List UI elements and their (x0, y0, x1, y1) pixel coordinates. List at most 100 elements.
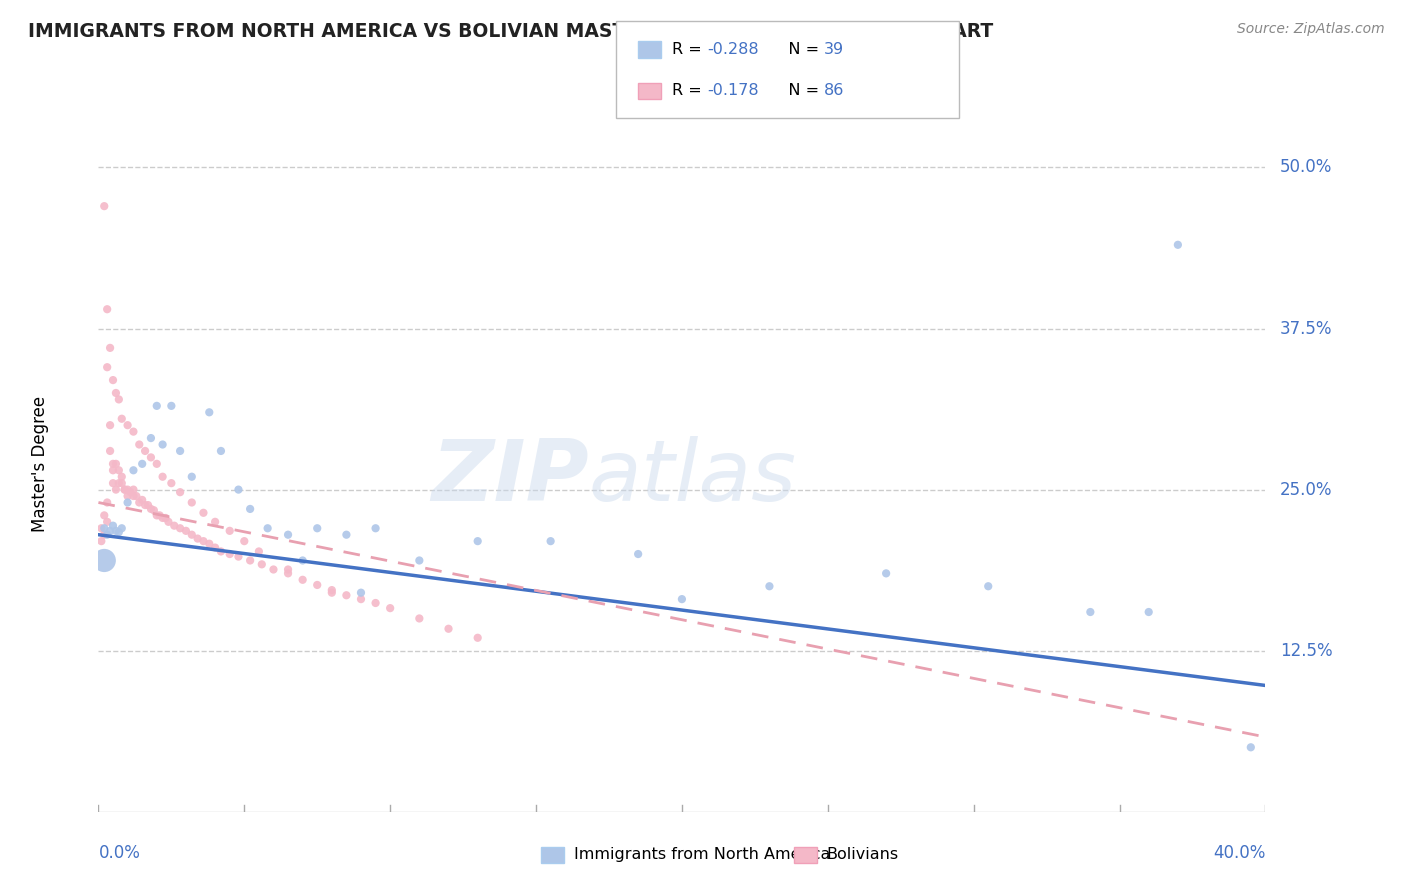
Point (291, 553, 314, 567)
Point (90, 521, 112, 535)
Point (1167, 237, 1189, 252)
Text: -0.288: -0.288 (707, 42, 759, 57)
Point (142, 503, 165, 517)
Point (134, 498, 156, 512)
Text: ZIP: ZIP (430, 436, 589, 519)
Text: N =: N = (773, 42, 824, 57)
Point (117, 495, 139, 509)
Point (307, 578, 329, 592)
Point (1080, 605, 1102, 619)
Point (98, 418, 121, 433)
Point (93, 199, 115, 213)
Text: Bolivians: Bolivians (827, 847, 898, 863)
Point (93, 527, 115, 541)
Point (193, 506, 215, 520)
Point (111, 469, 134, 483)
Point (93, 521, 115, 535)
Point (96, 515, 118, 529)
Point (291, 573, 314, 587)
Point (350, 585, 373, 599)
Text: Master's Degree: Master's Degree (31, 396, 49, 532)
Point (152, 469, 174, 483)
Point (467, 631, 489, 645)
Text: 86: 86 (824, 83, 844, 98)
Point (250, 558, 273, 572)
Point (108, 463, 131, 477)
Point (321, 583, 343, 598)
Point (408, 611, 430, 625)
Point (152, 437, 174, 451)
Point (204, 515, 226, 529)
Text: Immigrants from North America: Immigrants from North America (574, 847, 830, 863)
Point (104, 457, 127, 471)
Point (131, 457, 153, 471)
Point (149, 508, 172, 523)
Point (114, 483, 136, 497)
Point (277, 566, 299, 581)
Point (111, 476, 134, 491)
Text: R =: R = (672, 42, 707, 57)
Point (198, 405, 221, 419)
Point (228, 549, 250, 564)
Point (104, 524, 127, 538)
Text: atlas: atlas (589, 436, 797, 519)
Point (239, 553, 262, 567)
Point (180, 527, 202, 541)
Text: Source: ZipAtlas.com: Source: ZipAtlas.com (1237, 22, 1385, 37)
Point (139, 450, 162, 465)
Point (350, 592, 373, 607)
Point (101, 373, 124, 387)
Point (218, 524, 240, 538)
Point (136, 498, 159, 512)
Point (627, 547, 650, 561)
Point (128, 495, 150, 509)
Point (93, 508, 115, 523)
Point (146, 399, 169, 413)
Text: R =: R = (672, 83, 707, 98)
Point (977, 579, 1000, 593)
Point (209, 444, 232, 458)
Point (98, 444, 121, 458)
Point (122, 463, 145, 477)
Point (104, 386, 127, 401)
Point (335, 588, 357, 602)
Point (122, 483, 145, 497)
Point (209, 544, 232, 558)
Point (193, 534, 215, 549)
Text: 37.5%: 37.5% (1279, 319, 1333, 337)
Point (233, 534, 256, 549)
Point (125, 489, 148, 503)
Point (364, 596, 387, 610)
Point (122, 425, 145, 439)
Point (277, 527, 299, 541)
Point (160, 399, 183, 413)
Point (120, 485, 142, 500)
Text: 50.0%: 50.0% (1279, 159, 1333, 177)
Point (180, 495, 202, 509)
Point (96, 302, 118, 317)
Point (228, 483, 250, 497)
Point (1137, 605, 1160, 619)
Point (160, 476, 183, 491)
Point (378, 601, 402, 615)
Point (247, 544, 270, 558)
Point (114, 483, 136, 497)
Point (187, 532, 209, 546)
Text: N =: N = (773, 83, 824, 98)
Text: 12.5%: 12.5% (1279, 641, 1333, 660)
Point (277, 562, 299, 576)
Point (321, 585, 343, 599)
Point (408, 553, 430, 567)
Point (157, 515, 180, 529)
Point (239, 502, 262, 516)
Point (364, 521, 387, 535)
Point (111, 411, 134, 425)
Point (204, 541, 226, 555)
Text: 0.0%: 0.0% (98, 844, 141, 862)
Point (96, 360, 118, 375)
Point (117, 418, 139, 433)
Point (146, 508, 169, 523)
Point (169, 521, 191, 535)
Point (134, 444, 156, 458)
Point (146, 457, 169, 471)
